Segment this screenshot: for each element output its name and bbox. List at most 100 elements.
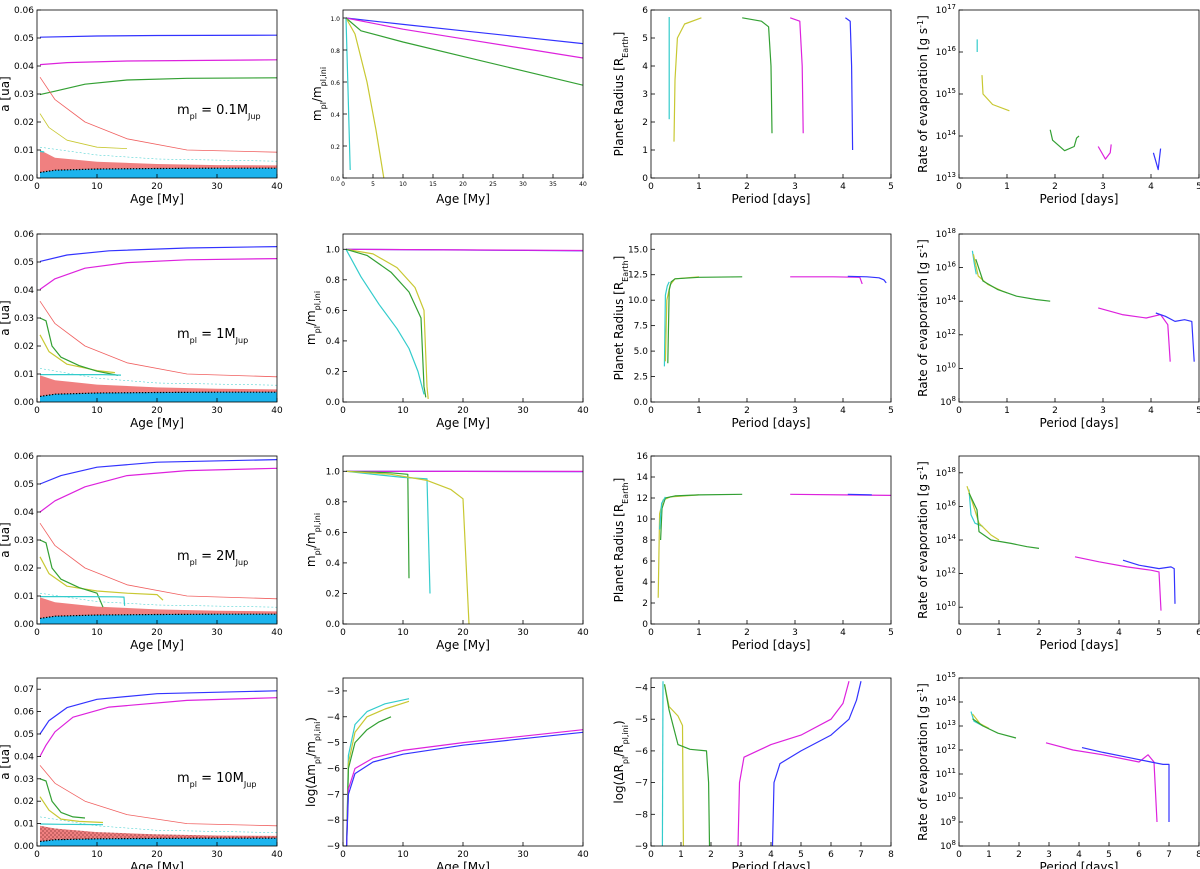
x-tick-label: 1	[1004, 182, 1010, 192]
x-tick-label: 4	[840, 628, 846, 638]
series-green	[742, 17, 773, 134]
series-green	[39, 317, 119, 376]
x-tick-label: 4	[1148, 406, 1154, 416]
plot-area	[345, 248, 583, 399]
x-tick-label: 3	[792, 628, 798, 638]
series-magenta	[39, 59, 277, 66]
x-tick-label: 30	[517, 850, 529, 860]
series-olive	[39, 113, 128, 149]
y-tick-label: 0.00	[14, 174, 34, 184]
series-magenta	[39, 467, 277, 513]
plot-area	[966, 486, 1176, 611]
y-tick-label: 0.02	[14, 118, 34, 128]
series-green	[39, 77, 277, 96]
y-tick-label: 0.05	[14, 730, 34, 740]
x-tick-label: 1	[696, 406, 702, 416]
y-axis-label: Rate of evaporation [g s-1]	[916, 239, 931, 397]
x-tick-label: 10	[397, 628, 409, 638]
series-green	[345, 248, 427, 398]
x-tick-label: 5	[371, 181, 375, 188]
series-olive	[345, 470, 470, 624]
axes-frame	[342, 677, 584, 847]
series-dotted	[39, 837, 277, 843]
plot-area	[663, 275, 887, 367]
y-tick-label: 0.06	[14, 6, 34, 16]
x-tick-label: 1	[696, 182, 702, 192]
series-magenta	[345, 248, 583, 252]
y-tick-label: 1014	[936, 129, 957, 142]
series-blue	[346, 731, 583, 846]
y-tick-label: 0.07	[14, 685, 34, 695]
y-tick-label: 1.0	[326, 245, 341, 255]
series-olive	[345, 17, 385, 178]
x-axis-label: Age [My]	[436, 638, 490, 652]
series-faint	[39, 592, 277, 608]
y-tick-label: 0.03	[14, 536, 34, 546]
chart-panel-r1c4: 0 1 2 3 4 5 1013 1014 1015 1016 1017 Period [days] R…	[916, 3, 1200, 206]
x-tick-label: 15	[429, 181, 437, 188]
x-tick-label: 3	[1046, 850, 1052, 860]
series-green	[39, 539, 104, 608]
axes-frame	[958, 455, 1200, 625]
series-green	[972, 718, 1017, 739]
x-tick-label: 0	[648, 850, 654, 860]
x-tick-label: 30	[211, 850, 223, 860]
axes-frame	[36, 455, 278, 625]
x-tick-label: 35	[549, 181, 557, 188]
x-axis-label: Period [days]	[732, 638, 811, 652]
x-tick-label: 0	[956, 182, 962, 192]
series-blue	[39, 459, 277, 485]
y-axis-label: Planet Radius [REarth]	[612, 32, 630, 157]
x-tick-label: 3	[1076, 628, 1082, 638]
x-tick-label: 2	[744, 406, 750, 416]
series-olive	[966, 486, 1000, 541]
x-tick-label: 20	[457, 850, 469, 860]
x-axis-label: Age [My]	[130, 192, 184, 206]
y-tick-label: 6	[642, 557, 648, 567]
plot-area	[970, 711, 1170, 823]
mass-annotation: mpl = 2MJup	[177, 549, 248, 567]
series-cyan	[345, 17, 351, 171]
x-tick-label: 4	[1116, 628, 1122, 638]
y-tick-label: 2	[642, 118, 648, 128]
series-cyan	[39, 150, 45, 153]
y-tick-label: 1012	[936, 328, 956, 341]
x-tick-label: 4	[1076, 850, 1082, 860]
series-blue	[1122, 559, 1176, 604]
x-tick-label: 1	[1004, 406, 1010, 416]
series-dotted	[39, 613, 277, 619]
y-tick-label: 0	[642, 620, 648, 630]
series-cyan	[345, 249, 425, 395]
series-dotted	[39, 167, 277, 173]
x-tick-label: 0	[341, 181, 345, 188]
series-magenta	[1098, 307, 1171, 362]
y-tick-label: 0.03	[14, 90, 34, 100]
region-fill-red	[40, 375, 277, 397]
series-magenta	[790, 493, 891, 496]
y-tick-label: 0.6	[326, 528, 341, 538]
y-tick-label: 2	[642, 599, 648, 609]
y-tick-label: 0.05	[14, 34, 34, 44]
y-tick-label: 10.0	[628, 296, 648, 306]
x-tick-label: 10	[91, 628, 103, 638]
series-magenta	[39, 697, 277, 757]
y-axis-label: mpl/mpl,ini	[304, 513, 322, 567]
y-tick-label: 0.02	[14, 564, 34, 574]
y-tick-label: 1017	[936, 3, 956, 16]
y-tick-label: −6	[635, 747, 649, 757]
x-tick-label: 0	[340, 850, 346, 860]
y-tick-label: 15.0	[628, 245, 648, 255]
x-tick-label: 20	[151, 850, 163, 860]
series-magenta	[1074, 556, 1162, 611]
y-tick-label: 108	[940, 395, 956, 408]
y-tick-label: 0.6	[326, 306, 341, 316]
series-red	[39, 300, 277, 378]
x-tick-label: 10	[397, 406, 409, 416]
series-blue	[771, 681, 862, 846]
y-tick-label: 4	[642, 62, 648, 72]
series-cyan	[40, 374, 122, 376]
region-fill-cyan	[40, 838, 277, 846]
x-tick-label: 0	[34, 182, 40, 192]
chart-panel-r2c1: 0 10 20 30 40 0.00 0.01 0.02 0.03 0.04 0.05 0.06 Age…	[0, 230, 283, 430]
x-tick-label: 1	[996, 628, 1002, 638]
